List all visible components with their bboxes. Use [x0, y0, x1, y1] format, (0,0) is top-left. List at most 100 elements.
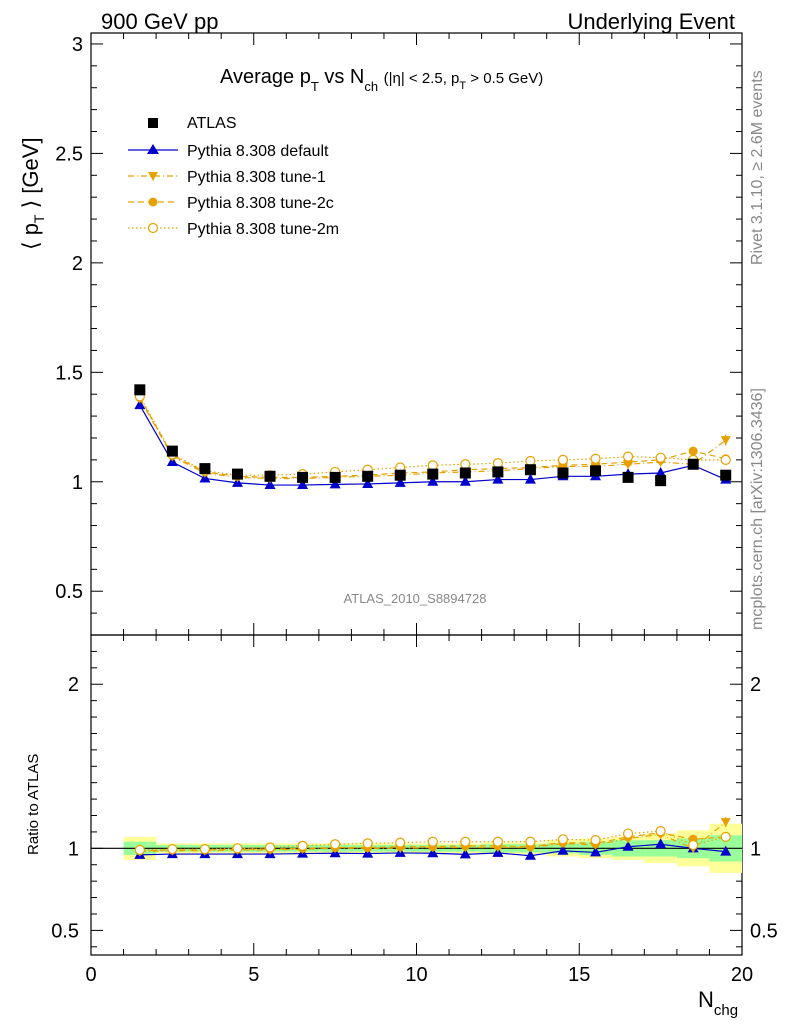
ratio-plot-frame — [90, 634, 743, 956]
y-tick-label-right: 1 — [750, 838, 761, 860]
x-tick-label: 5 — [248, 964, 259, 986]
main-point-atlas — [362, 470, 374, 482]
mcplots-label: mcplots.cern.ch [arXiv:1306.3436] — [749, 388, 766, 630]
legend-marker-tune1 — [148, 172, 158, 181]
main-point-atlas — [524, 464, 536, 476]
main-point-pythia-8-308-default — [655, 467, 667, 478]
main-point-pythia-8-308-default — [492, 473, 504, 484]
main-point-pythia-8-308-tune-2m — [427, 460, 438, 471]
ratio-point-pythia-8-308-tune-2m — [460, 836, 471, 847]
legend-entry-default: Pythia 8.308 default — [128, 143, 329, 160]
main-point-atlas — [427, 468, 439, 480]
ratio-point-pythia-8-308-tune-2m — [590, 835, 601, 846]
ratio-point-pythia-8-308-tune-2m — [720, 831, 731, 842]
main-point-atlas — [231, 468, 243, 480]
ratio-point-pythia-8-308-default — [459, 848, 471, 859]
ratio-point-pythia-8-308-tune-2m — [688, 839, 699, 851]
main-point-pythia-8-308-tune-2m — [720, 454, 731, 465]
ratio-point-pythia-8-308-default — [720, 845, 732, 856]
legend-entry-tune2c: Pythia 8.308 tune-2c — [128, 195, 334, 212]
x-tick-label: 0 — [85, 964, 96, 986]
main-point-pythia-8-308-tune-2m — [590, 453, 601, 464]
legend-marker-tune2m — [147, 222, 159, 234]
ratio-point-pythia-8-308-tune-2m — [264, 842, 276, 853]
y-tick-label: 3 — [72, 34, 83, 56]
main-point-pythia-8-308-default — [134, 399, 146, 410]
main-point-atlas — [557, 467, 569, 479]
main-point-atlas — [720, 469, 732, 481]
axis-ticks: 0 5 10 15 20 0.5 1 1.5 2 2.5 3 0.5 0.5 1 1 2 2 — [51, 33, 778, 986]
legend-label-tune2m: Pythia 8.308 tune-2m — [187, 221, 339, 238]
y-tick-label: 1.5 — [55, 362, 83, 384]
x-tick-label: 10 — [405, 964, 427, 986]
x-tick-label: 15 — [568, 964, 590, 986]
legend-label-tune2c: Pythia 8.308 tune-2c — [187, 195, 334, 212]
ratio-point-pythia-8-308-tune-2m — [167, 844, 178, 855]
legend-marker-tune2c — [148, 197, 158, 207]
ratio-point-pythia-8-308-tune-2m — [395, 837, 406, 848]
rivet-label: Rivet 3.1.10, ≥ 2.6M events — [749, 70, 766, 265]
header-left: 900 GeV pp — [101, 9, 218, 34]
main-point-pythia-8-308-default — [297, 479, 309, 490]
ratio-point-pythia-8-308-tune-2m — [427, 836, 438, 847]
main-point-atlas — [297, 471, 309, 483]
legend: ATLAS Pythia 8.308 default Pythia 8.308 … — [128, 115, 339, 238]
legend-marker-default — [147, 144, 159, 154]
ratio-point-pythia-8-308-tune-2m — [199, 844, 211, 855]
main-point-pythia-8-308-tune-2m — [655, 452, 666, 463]
x-axis-label: Nchg — [698, 987, 738, 1019]
y-axis-label-ratio: Ratio to ATLAS — [25, 754, 42, 855]
main-point-pythia-8-308-default — [362, 477, 374, 488]
ratio-point-pythia-8-308-tune-2m — [232, 843, 243, 854]
main-point-atlas — [134, 384, 146, 396]
analysis-watermark: ATLAS_2010_S8894728 — [344, 591, 487, 606]
ratio-point-pythia-8-308-tune-2m — [134, 844, 145, 856]
y-tick-label: 2 — [72, 253, 83, 275]
main-point-atlas — [492, 466, 504, 478]
main-point-atlas — [687, 458, 699, 470]
y-tick-label-right: 2 — [750, 674, 761, 696]
ratio-point-pythia-8-308-default — [524, 849, 536, 860]
ratio-point-pythia-8-308-tune-2m — [362, 838, 373, 849]
y-tick-label: 1 — [72, 472, 83, 494]
y-tick-label: 0.5 — [51, 920, 79, 942]
legend-entry-tune1: Pythia 8.308 tune-1 — [128, 169, 326, 186]
ratio-point-pythia-8-308-default — [622, 840, 634, 851]
main-point-atlas — [394, 469, 406, 481]
ratio-point-pythia-8-308-tune-2m — [557, 834, 569, 845]
legend-label-default: Pythia 8.308 default — [187, 143, 329, 160]
legend-entry-atlas: ATLAS — [148, 115, 237, 132]
data-series — [134, 384, 732, 860]
ratio-point-pythia-8-308-tune-2m — [655, 826, 666, 837]
main-point-pythia-8-308-tune-2m — [622, 451, 634, 462]
y-tick-label: 1 — [68, 838, 79, 860]
main-point-atlas — [590, 465, 602, 477]
legend-entry-tune2m: Pythia 8.308 tune-2m — [128, 221, 339, 238]
x-tick-label: 20 — [731, 964, 753, 986]
main-point-pythia-8-308-tune-2m — [492, 458, 503, 469]
ratio-point-pythia-8-308-tune-2m — [622, 828, 634, 839]
y-tick-label: 0.5 — [55, 581, 83, 603]
main-point-pythia-8-308-tune-2m — [460, 459, 471, 470]
main-point-atlas — [622, 471, 634, 483]
main-point-atlas — [459, 467, 471, 479]
main-point-pythia-8-308-tune-2m — [557, 454, 569, 465]
main-point-pythia-8-308-tune-2m — [525, 455, 536, 467]
legend-label-atlas: ATLAS — [187, 115, 237, 132]
ratio-point-pythia-8-308-default — [557, 844, 569, 855]
main-point-atlas — [166, 445, 178, 457]
main-point-pythia-8-308-default — [427, 475, 439, 486]
main-point-atlas — [264, 470, 276, 482]
y-tick-label-right: 0.5 — [750, 920, 778, 942]
main-point-pythia-8-308-default — [459, 475, 471, 486]
legend-label-tune1: Pythia 8.308 tune-1 — [187, 169, 326, 186]
ratio-point-pythia-8-308-tune-2m — [492, 836, 503, 847]
ratio-point-pythia-8-308-default — [590, 846, 602, 857]
main-point-atlas — [655, 475, 667, 487]
y-tick-label: 2.5 — [55, 143, 83, 165]
ratio-point-pythia-8-308-tune-2m — [525, 836, 536, 847]
main-point-atlas — [329, 471, 341, 483]
ratio-point-pythia-8-308-default — [655, 838, 667, 849]
main-point-atlas — [199, 463, 211, 475]
